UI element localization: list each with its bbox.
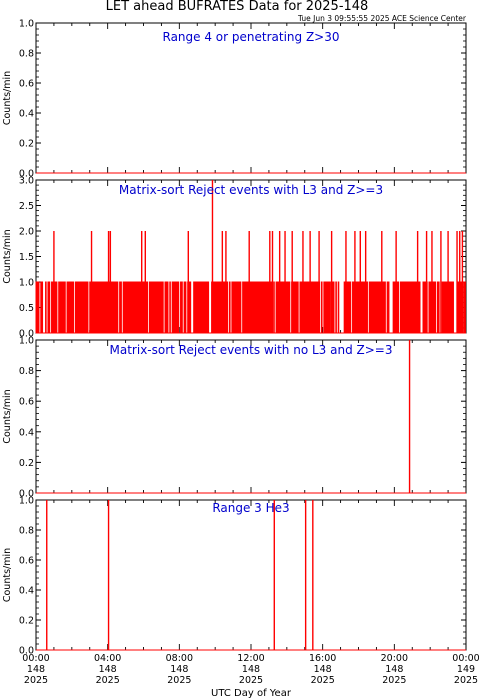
x-tick-year: 2025: [96, 675, 120, 686]
x-tick-day: 148: [242, 664, 260, 675]
y-tick-label: 1.0: [19, 278, 34, 289]
panel-4: 0.0 0.2 0.4 0.6 0.8 1.0 Counts/min Range 3 He3: [2, 496, 467, 657]
x-tick-time: 00:00: [22, 653, 49, 664]
x-tick-year: 2025: [24, 675, 48, 686]
y-tick-label: 0.2: [19, 139, 34, 150]
panel-label: Range 4 or penetrating Z>30: [163, 30, 340, 44]
y-tick-label: 0.5: [19, 303, 34, 314]
y-tick-label: 0.6: [19, 556, 34, 567]
y-tick-label: 0.0: [19, 646, 34, 657]
y-tick-label: 2.0: [19, 227, 34, 238]
y-tick-label: 0.4: [19, 109, 34, 120]
x-tick-year: 2025: [382, 675, 406, 686]
y-axis-label: Counts/min: [2, 71, 13, 125]
x-tick-day: 148: [385, 664, 403, 675]
y-tick-label: 0.4: [19, 427, 34, 438]
x-tick-year: 2025: [311, 675, 335, 686]
data-series-line: [35, 281, 466, 334]
panel-frame: [35, 22, 467, 174]
panel-3: 0.0 0.2 0.4 0.6 0.8 1.0 Counts/min Matrix-sort …: [2, 336, 467, 500]
x-axis: 00:00148202504:00148202508:00148202512:0…: [22, 653, 479, 686]
x-tick-day: 148: [170, 664, 188, 675]
panel-label: Matrix-sort Reject events with no L3 and…: [110, 343, 393, 357]
y-tick-label: 1.0: [19, 19, 34, 30]
y-tick-label: 0.2: [19, 458, 34, 469]
x-tick-time: 08:00: [166, 653, 193, 664]
y-axis-label: Counts/min: [2, 389, 13, 443]
y-tick-label: 0.0: [19, 489, 34, 500]
x-tick-year: 2025: [454, 675, 478, 686]
y-tick-label: 0.0: [19, 329, 34, 340]
x-tick-time: 04:00: [94, 653, 121, 664]
y-tick-label: 0.6: [19, 79, 34, 90]
y-axis-label: Counts/min: [2, 229, 13, 283]
x-tick-year: 2025: [239, 675, 263, 686]
y-tick-label: 1.0: [19, 496, 34, 507]
x-tick-day: 148: [99, 664, 117, 675]
panels-group: 0.0 0.2 0.4 0.6 0.8 1.0 Counts/min Range 4 or p…: [2, 19, 467, 657]
x-tick-time: 16:00: [309, 653, 336, 664]
x-tick-day: 148: [314, 664, 332, 675]
x-tick-time: 12:00: [237, 653, 264, 664]
x-tick-time: 00:00: [452, 653, 479, 664]
panel-label: Matrix-sort Reject events with L3 and Z>…: [119, 183, 383, 197]
x-tick-day: 148: [27, 664, 45, 675]
y-tick-label: 3.0: [19, 176, 34, 187]
panel-1: 0.0 0.2 0.4 0.6 0.8 1.0 Counts/min Range 4 or p…: [2, 19, 467, 180]
y-tick-label: 0.4: [19, 586, 34, 597]
timestamp-stamp: Tue Jun 3 09:55:55 2025 ACE Science Cent…: [297, 14, 467, 23]
x-axis-label: UTC Day of Year: [211, 688, 292, 699]
figure-title: LET ahead BUFRATES Data for 2025-148: [106, 0, 369, 14]
y-tick-label: 0.2: [19, 616, 34, 627]
y-tick-label: 1.0: [19, 336, 34, 347]
y-tick-label: 1.5: [19, 252, 34, 263]
panel-2: 0.0 0.5 1.0 1.5 2.0 2.5 3.0 Counts/min Matrix-so…: [2, 176, 467, 340]
y-tick-label: 0.6: [19, 397, 34, 408]
y-axis-label: Counts/min: [2, 548, 13, 602]
x-tick-time: 20:00: [381, 653, 408, 664]
y-tick-label: 2.5: [19, 201, 34, 212]
x-tick-year: 2025: [167, 675, 191, 686]
y-tick-label: 0.8: [19, 526, 34, 537]
y-tick-label: 0.8: [19, 49, 34, 60]
y-tick-label: 0.0: [19, 169, 34, 180]
y-tick-label: 0.8: [19, 366, 34, 377]
panel-label: Range 3 He3: [212, 501, 289, 515]
panel-frame: [35, 339, 467, 494]
panel-frame: [35, 499, 467, 651]
x-tick-day: 149: [457, 664, 475, 675]
